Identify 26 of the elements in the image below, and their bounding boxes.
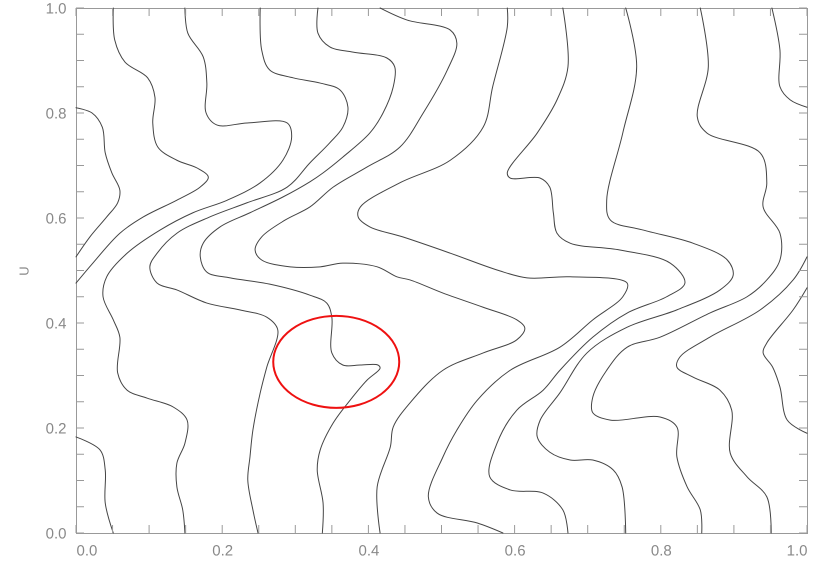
- line-series: [358, 8, 628, 534]
- line-series: [536, 8, 734, 534]
- x-tick-label: 0.4: [358, 542, 380, 560]
- line-series: [771, 8, 808, 108]
- y-axis-title: U: [16, 266, 32, 276]
- line-series: [488, 8, 686, 534]
- line-series: [200, 8, 396, 534]
- y-tick-label: 0.6: [46, 210, 66, 228]
- y-tick-label: 1.0: [46, 0, 66, 18]
- y-tick-label: 0.4: [46, 316, 66, 332]
- x-tick-label: 0.8: [650, 542, 672, 560]
- x-tick-label: 1.0: [786, 542, 808, 560]
- line-series: [76, 107, 121, 258]
- x-tick-label: 0.6: [504, 542, 526, 560]
- line-series: [149, 8, 348, 534]
- line-series: [762, 287, 808, 434]
- x-tick-label: 0.2: [212, 542, 234, 560]
- line-series: [76, 436, 114, 534]
- line-series: [676, 256, 808, 534]
- line-series: [76, 8, 209, 284]
- y-tick-label: 0.0: [46, 526, 66, 542]
- line-series: [254, 8, 526, 534]
- y-tick-label: 0.8: [46, 106, 66, 122]
- y-tick-label: 0.2: [46, 420, 66, 438]
- line-series: [102, 8, 292, 534]
- x-tick-label: 0.0: [76, 542, 98, 560]
